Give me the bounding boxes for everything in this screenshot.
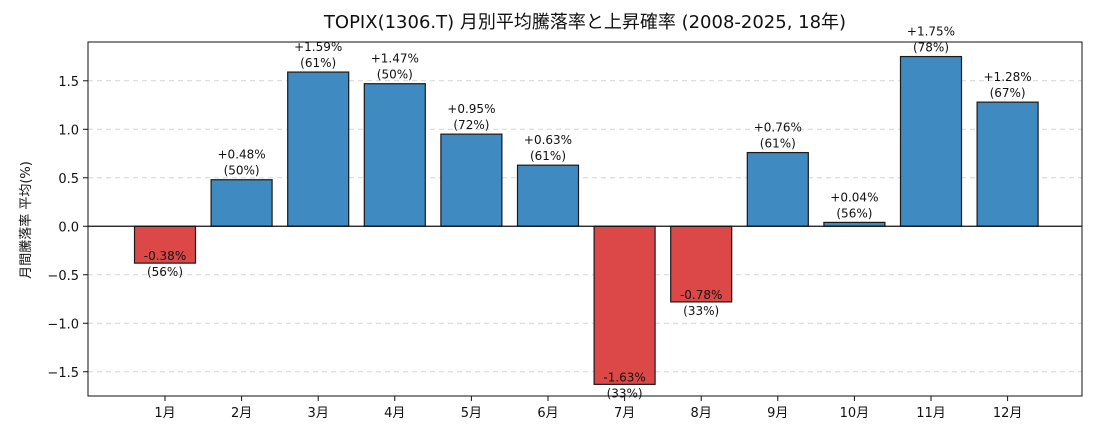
x-tick-label: 1月 <box>154 406 175 421</box>
probability-label: (72%) <box>453 118 489 132</box>
y-ticks: −1.5 −1.0 −0.5 0.0 0.5 1.0 1.5 <box>47 75 88 381</box>
bar <box>746 151 809 227</box>
bar <box>593 225 656 385</box>
bar <box>899 55 963 227</box>
bar <box>363 83 426 227</box>
probability-label: (61%) <box>760 137 796 151</box>
x-tick-label: 3月 <box>308 406 329 421</box>
x-ticks: 1月 2月 3月 4月 5月 6月 7月 8月 9月 10月 11月 12月 <box>154 396 1022 421</box>
value-label: +1.47% <box>371 52 419 66</box>
x-tick-label: 8月 <box>691 406 712 421</box>
x-tick-label: 11月 <box>916 406 946 421</box>
probability-label: (61%) <box>530 149 566 163</box>
probability-label: (50%) <box>224 164 260 178</box>
x-tick-label: 7月 <box>614 406 635 421</box>
y-axis-label: 月間騰落率 平均(%) <box>18 161 34 279</box>
probability-label: (61%) <box>300 56 336 70</box>
x-tick-label: 9月 <box>767 406 788 421</box>
value-label: +1.59% <box>294 40 342 54</box>
probability-label: (33%) <box>607 386 643 400</box>
y-tick-label: 1.5 <box>58 75 79 90</box>
y-tick-label: −1.0 <box>47 317 79 332</box>
bar <box>516 164 580 227</box>
bar <box>976 101 1039 227</box>
bar <box>210 179 273 227</box>
value-label: +0.48% <box>218 148 266 162</box>
probability-label: (78%) <box>913 41 949 55</box>
x-tick-label: 2月 <box>231 406 252 421</box>
y-tick-label: 1.0 <box>58 123 79 138</box>
probability-label: (50%) <box>377 68 413 82</box>
x-tick-label: 12月 <box>993 406 1023 421</box>
x-tick-label: 6月 <box>537 406 558 421</box>
x-tick-label: 5月 <box>461 406 482 421</box>
probability-label: (33%) <box>683 304 719 318</box>
y-tick-label: 0.5 <box>58 172 79 187</box>
bar <box>440 133 503 227</box>
y-tick-label: −1.5 <box>47 366 79 381</box>
gridlines <box>88 80 1082 373</box>
data-labels: -0.38% (56%) +0.48% (50%) +1.59% (61%) +1.47% (… <box>144 25 1032 401</box>
chart-title: TOPIX(1306.T) 月別平均騰落率と上昇確率 (2008-2025, 1… <box>323 12 846 33</box>
bar <box>133 225 197 264</box>
value-label: +0.76% <box>754 121 802 135</box>
x-tick-label: 4月 <box>384 406 405 421</box>
plot-frame <box>87 41 1083 397</box>
y-tick-label: 0.0 <box>58 220 79 235</box>
value-label: +0.95% <box>447 102 495 116</box>
value-label: +0.04% <box>830 190 878 204</box>
probability-label: (56%) <box>836 206 872 220</box>
y-tick-label: −0.5 <box>47 269 79 284</box>
value-label: -1.63% <box>603 370 645 384</box>
bar <box>287 71 350 227</box>
value-label: +1.28% <box>984 70 1032 84</box>
value-label: +1.75% <box>907 25 955 39</box>
value-label: -0.38% <box>144 249 186 263</box>
bars <box>133 55 1039 385</box>
value-label: +0.63% <box>524 133 572 147</box>
x-tick-label: 10月 <box>840 406 870 421</box>
probability-label: (67%) <box>990 86 1026 100</box>
probability-label: (56%) <box>147 265 183 279</box>
bar <box>670 225 733 303</box>
value-label: -0.78% <box>680 288 722 302</box>
